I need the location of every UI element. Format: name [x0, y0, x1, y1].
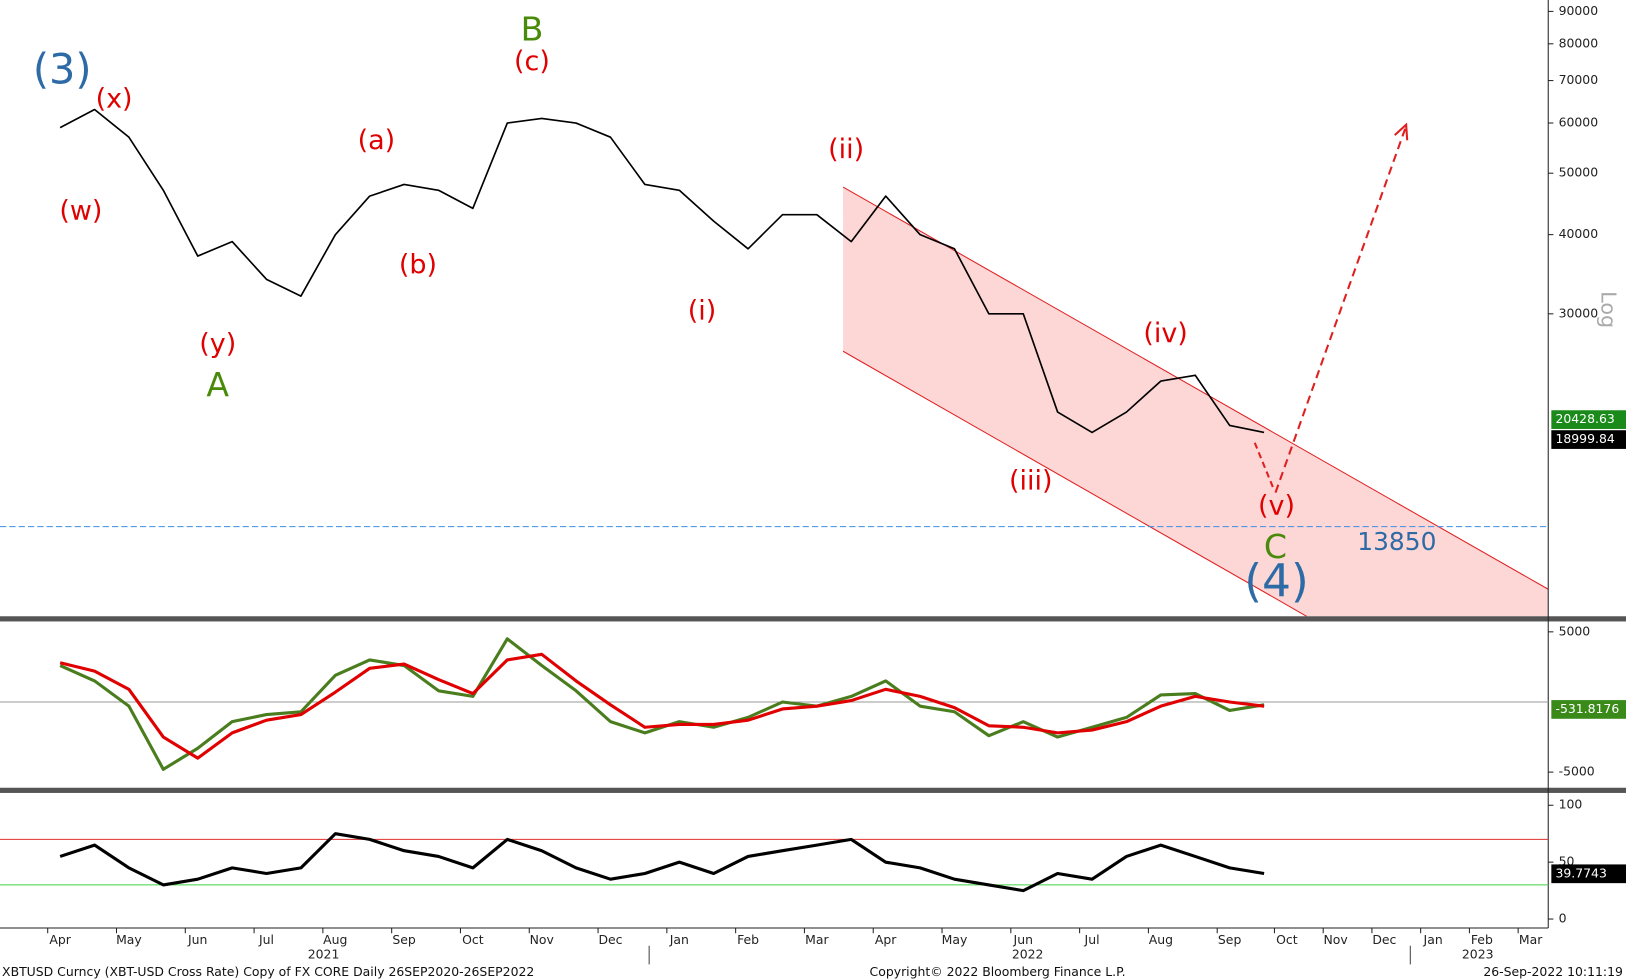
arrow-head: [1394, 122, 1409, 141]
y-tick-label: 0: [1559, 911, 1567, 926]
y-tick-label: 50000: [1559, 165, 1599, 180]
wave-label: (w): [59, 195, 102, 226]
year-label: 2023: [1462, 947, 1494, 962]
last-value-box: [1551, 410, 1626, 429]
projection-arrow: [1274, 128, 1407, 493]
last-value: 20428.63: [1555, 411, 1614, 426]
wave-label: (iv): [1143, 318, 1187, 349]
wave-label: (x): [96, 83, 133, 114]
y-tick-label: 40000: [1559, 226, 1599, 241]
x-tick-label: Sep: [392, 932, 416, 947]
x-tick-label: Dec: [598, 932, 622, 947]
footer-left: XBTUSD Curncy (XBT-USD Cross Rate) Copy …: [2, 964, 534, 979]
panel-divider: [0, 616, 1626, 622]
x-tick-label: Mar: [1519, 932, 1543, 947]
x-tick-label: Apr: [875, 932, 897, 947]
wave-label: (c): [514, 46, 550, 77]
y-tick-label: 30000: [1559, 305, 1599, 320]
y-tick-label: 80000: [1559, 35, 1599, 50]
wave-label: (4): [1244, 555, 1309, 608]
x-tick-label: Apr: [49, 932, 71, 947]
x-tick-label: May: [942, 932, 968, 947]
y-tick-label: 100: [1559, 797, 1583, 812]
last-value-box: [1551, 700, 1626, 719]
x-tick-label: May: [116, 932, 142, 947]
wave-label: (y): [199, 329, 236, 360]
y-tick-label: 70000: [1559, 72, 1599, 87]
price-line: [59, 832, 1265, 893]
footer-center: Copyright© 2022 Bloomberg Finance L.P.: [870, 964, 1126, 979]
wave-label: C: [1264, 527, 1287, 566]
x-tick-label: Oct: [462, 932, 484, 947]
channel-top: [842, 186, 1549, 590]
last-value: -531.8176: [1555, 701, 1619, 716]
x-tick-label: Jul: [258, 932, 274, 947]
level-label: 13850: [1357, 527, 1436, 556]
last-value: 18999.84: [1555, 431, 1614, 446]
x-tick-label: Jul: [1084, 932, 1100, 947]
x-tick-label: Mar: [805, 932, 829, 947]
projection: [1253, 442, 1275, 489]
wave-label: A: [206, 365, 229, 404]
wave-label: (ii): [828, 134, 864, 165]
channel: [843, 187, 1549, 617]
x-tick-label: Feb: [1471, 932, 1493, 947]
x-tick-label: Dec: [1372, 932, 1396, 947]
y-axis-label: Log: [1596, 291, 1620, 328]
x-tick-label: Oct: [1276, 932, 1298, 947]
x-tick-label: Aug: [1149, 932, 1173, 947]
y-tick-label: -5000: [1559, 764, 1595, 779]
x-tick-label: Jan: [669, 932, 689, 947]
channel-bottom: [842, 350, 1307, 617]
wave-label: (i): [688, 295, 717, 326]
year-label: 2021: [308, 947, 340, 962]
y-tick-label: 5000: [1559, 623, 1591, 638]
wave-label: (3): [33, 45, 92, 94]
macd-line: [59, 637, 1265, 771]
wave-label: (b): [399, 250, 437, 281]
last-value-box: [1551, 430, 1626, 449]
macd-line: [59, 652, 1265, 760]
x-tick-label: Jan: [1423, 932, 1443, 947]
wave-label: (iii): [1009, 466, 1052, 497]
panel-divider: [0, 787, 1626, 793]
x-tick-label: Nov: [530, 932, 554, 947]
price-line: [59, 108, 1265, 434]
y-tick-label: 60000: [1559, 114, 1599, 129]
x-tick-label: Aug: [323, 932, 347, 947]
last-value: 39.7743: [1555, 865, 1606, 880]
x-tick-label: Nov: [1324, 932, 1348, 947]
wave-label: (a): [358, 125, 396, 156]
year-label: 2022: [1012, 947, 1044, 962]
last-value-box: [1551, 864, 1626, 884]
x-tick-label: Jun: [187, 932, 207, 947]
wave-label: (v): [1258, 491, 1295, 522]
x-tick-label: Jun: [1013, 932, 1033, 947]
wave-label: B: [521, 10, 544, 49]
y-tick-label: 90000: [1559, 3, 1599, 18]
x-tick-label: Feb: [737, 932, 759, 947]
x-tick-label: Sep: [1218, 932, 1242, 947]
footer-right: 26-Sep-2022 10:11:19: [1483, 964, 1623, 979]
